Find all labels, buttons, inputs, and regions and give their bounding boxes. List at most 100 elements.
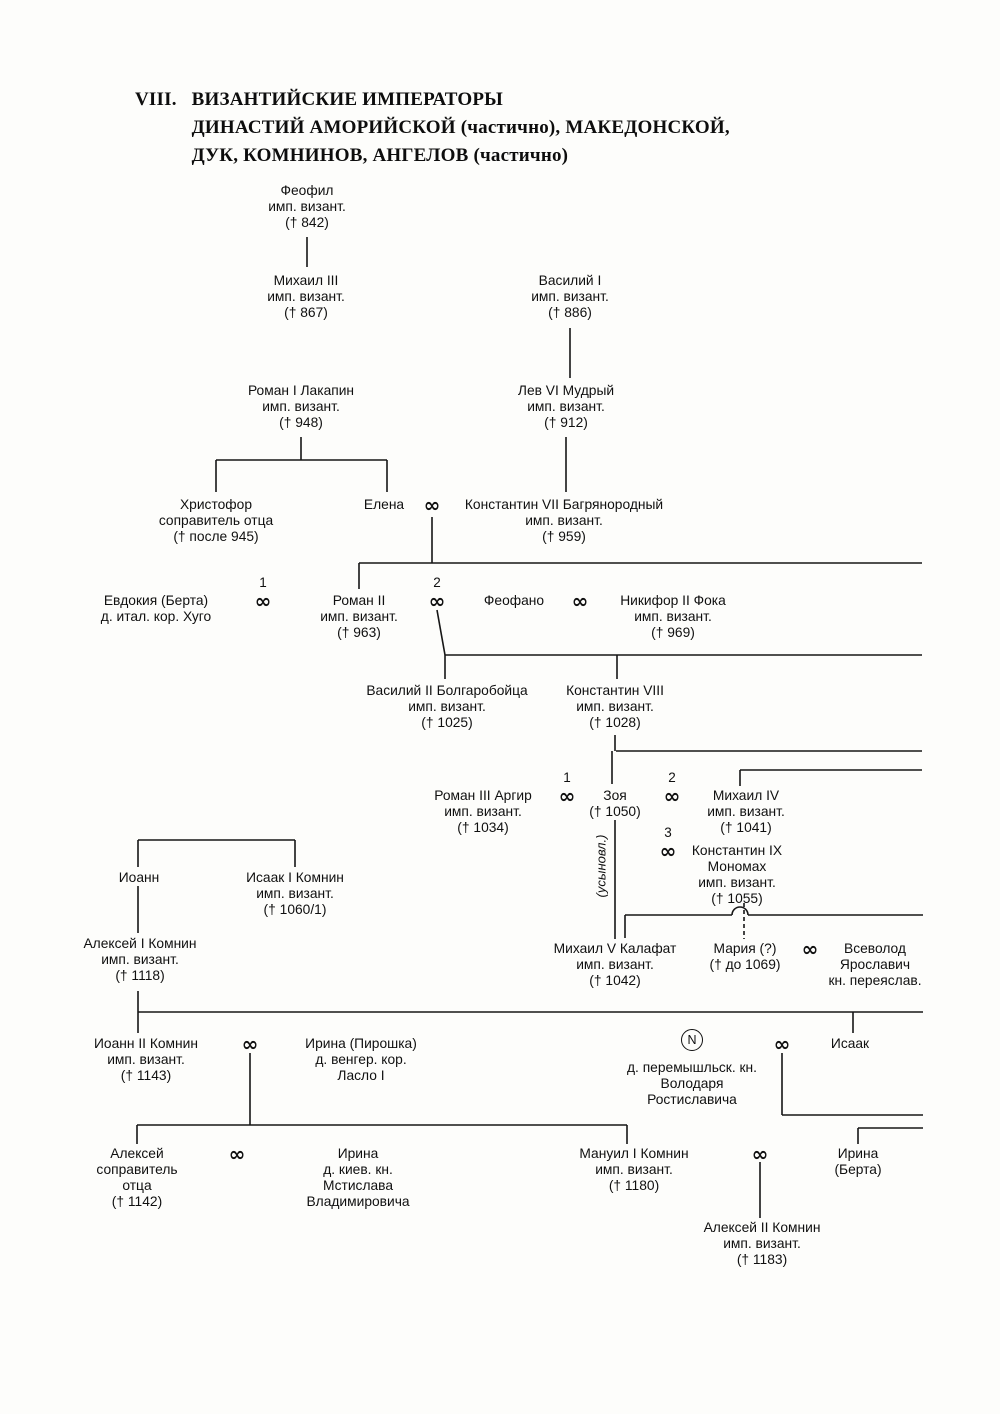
marriage-order-number: 3 — [664, 825, 672, 840]
person-text-line: († 886) — [548, 305, 592, 320]
title-line: ДИНАСТИЙ АМОРИЙСКОЙ (частично), МАКЕДОНС… — [191, 117, 730, 138]
person-node-mikhail-iii: Михаил III имп. визант. († 867) — [267, 273, 345, 321]
person-text-line: Всеволод — [844, 941, 906, 956]
person-node-ioann: Иоанн — [119, 870, 160, 886]
person-text-line: имп. визант. — [527, 399, 605, 414]
person-text-line: († 1142) — [111, 1194, 163, 1209]
person-text-line: Ласло I — [337, 1068, 385, 1083]
person-text-line: имп. визант. — [408, 699, 486, 714]
circled-n-label: N — [687, 1033, 697, 1047]
person-text-line: Елена — [363, 497, 405, 512]
person-text-line: Константин VIII — [566, 683, 664, 698]
person-text-line: д. венгер. кор. — [315, 1052, 407, 1067]
person-text-line: имп. визант. — [576, 957, 654, 972]
person-text-line: Зоя — [603, 788, 627, 803]
marriage-infinity-icon: ∞ — [428, 589, 446, 613]
person-text-line: Ирина — [837, 1146, 879, 1161]
adoption-label: (усыновл.) — [593, 834, 609, 898]
person-text-line: († 1034) — [457, 820, 509, 835]
marriage-infinity-icon: ∞ — [241, 1032, 259, 1056]
title-lines: ВИЗАНТИЙСКИЕ ИМПЕРАТОРЫ ДИНАСТИЙ АМОРИЙС… — [192, 86, 730, 170]
person-node-irina-kievskaya: Ирина д. киев. кн. Мстислава Владимировича — [306, 1146, 409, 1210]
marriage-infinity-icon: ∞ — [571, 589, 589, 613]
person-node-volodar-daughter: д. перемышльск. кн. Володаря Ростиславича — [627, 1060, 757, 1108]
person-node-lev-vi: Лев VI Мудрый имп. визант. († 912) — [518, 383, 614, 431]
person-text-line: Ирина (Пирошка) — [305, 1036, 417, 1051]
person-text-line: соправитель отца — [158, 513, 274, 528]
person-text-line: соправитель — [96, 1162, 178, 1177]
person-text-line: († 948) — [279, 415, 323, 430]
marriage-infinity-icon: ∞ — [423, 493, 441, 517]
person-text-line: Алексей II Комнин — [703, 1220, 821, 1235]
page-title: VIII. ВИЗАНТИЙСКИЕ ИМПЕРАТОРЫ ДИНАСТИЙ А… — [135, 86, 730, 170]
person-text-line: († 842) — [285, 215, 329, 230]
person-node-roman-ii: Роман II имп. визант. († 963) — [320, 593, 398, 641]
person-text-line: Василий II Болгаробойца — [366, 683, 528, 698]
person-node-feofano: Феофано — [484, 593, 544, 609]
person-text-line: Роман III Аргир — [434, 788, 532, 803]
title-line: ДУК, КОМНИНОВ, АНГЕЛОВ (частично) — [191, 145, 569, 166]
person-text-line: († 912) — [544, 415, 588, 430]
marriage-infinity-icon: ∞ — [801, 937, 819, 961]
person-node-mariya: Мария (?) († до 1069) — [710, 941, 781, 973]
person-text-line: имп. визант. — [634, 609, 712, 624]
person-node-konstantin-vii: Константин VII Багрянородный имп. визант.… — [465, 497, 663, 545]
person-node-aleksey-i: Алексей I Комнин имп. визант. († 1118) — [83, 936, 196, 984]
marriage-infinity-icon: ∞ — [228, 1142, 246, 1166]
person-node-zoya: Зоя († 1050) — [589, 788, 640, 820]
person-node-konstantin-viii: Константин VIII имп. визант. († 1028) — [566, 683, 664, 731]
person-text-line: Володаря — [660, 1076, 724, 1091]
person-text-line: Алексей I Комнин — [83, 936, 197, 951]
person-text-line: († 1028) — [589, 715, 641, 730]
person-node-konstantin-ix: Константин IX Мономах имп. визант. († 1055) — [692, 843, 782, 907]
person-node-roman-i: Роман I Лакапин имп. визант. († 948) — [248, 383, 354, 431]
person-text-line: († 969) — [651, 625, 695, 640]
person-node-feofil: Феофил имп. визант. († 842) — [268, 183, 346, 231]
person-text-line: Михаил III — [273, 273, 339, 288]
marriage-order-number: 2 — [433, 575, 441, 590]
person-text-line: Константин IX — [691, 843, 783, 858]
person-text-line: Константин VII Багрянородный — [464, 497, 664, 512]
person-text-line: Исаак — [830, 1036, 870, 1051]
marriage-infinity-icon: ∞ — [558, 784, 576, 808]
person-node-mikhail-v: Михаил V Калафат имп. визант. († 1042) — [554, 941, 677, 989]
person-text-line: († 1025) — [421, 715, 473, 730]
person-text-line: († 1050) — [589, 804, 641, 819]
marriage-infinity-icon: ∞ — [773, 1032, 791, 1056]
person-text-line: Феофил — [280, 183, 334, 198]
marriage-infinity-icon: ∞ — [254, 589, 272, 613]
person-text-line: Мстислава — [322, 1178, 394, 1193]
person-node-aleksey-sopravitel: Алексей соправитель отца († 1142) — [96, 1146, 177, 1210]
person-text-line: Феофано — [483, 593, 545, 608]
person-node-nikifor-ii: Никифор II Фока имп. визант. († 969) — [620, 593, 726, 641]
person-text-line: имп. визант. — [525, 513, 603, 528]
person-text-line: († 1183) — [736, 1252, 788, 1267]
person-text-line: имп. визант. — [320, 609, 398, 624]
marriage-infinity-icon: ∞ — [663, 784, 681, 808]
marriage-infinity-icon: ∞ — [659, 839, 677, 863]
person-text-line: имп. визант. — [107, 1052, 185, 1067]
person-text-line: имп. визант. — [268, 199, 346, 214]
person-node-irina-piroshka: Ирина (Пирошка) д. венгер. кор. Ласло I — [305, 1036, 417, 1084]
person-node-isaak-i: Исаак I Комнин имп. визант. († 1060/1) — [246, 870, 344, 918]
title-line: ВИЗАНТИЙСКИЕ ИМПЕРАТОРЫ — [191, 89, 504, 110]
person-text-line: († 1118) — [115, 968, 165, 983]
person-text-line: имп. визант. — [101, 952, 179, 967]
person-text-line: Владимировича — [306, 1194, 410, 1209]
person-text-line: имп. визант. — [595, 1162, 673, 1177]
person-text-line: отца — [122, 1178, 152, 1193]
person-node-elena: Елена — [364, 497, 404, 513]
person-text-line: Евдокия (Берта) — [103, 593, 209, 608]
person-text-line: д. итал. кор. Хуго — [100, 609, 212, 624]
person-text-line: имп. визант. — [698, 875, 776, 890]
person-text-line: имп. визант. — [256, 886, 334, 901]
person-node-khristofor: Христофор соправитель отца († после 945) — [159, 497, 273, 545]
person-node-manuil-i: Мануил I Комнин имп. визант. († 1180) — [579, 1146, 688, 1194]
person-text-line: Роман II — [332, 593, 386, 608]
person-text-line: († 867) — [284, 305, 328, 320]
person-text-line: имп. визант. — [531, 289, 609, 304]
person-text-line: († до 1069) — [709, 957, 781, 972]
person-node-mikhail-iv: Михаил IV имп. визант. († 1041) — [707, 788, 785, 836]
